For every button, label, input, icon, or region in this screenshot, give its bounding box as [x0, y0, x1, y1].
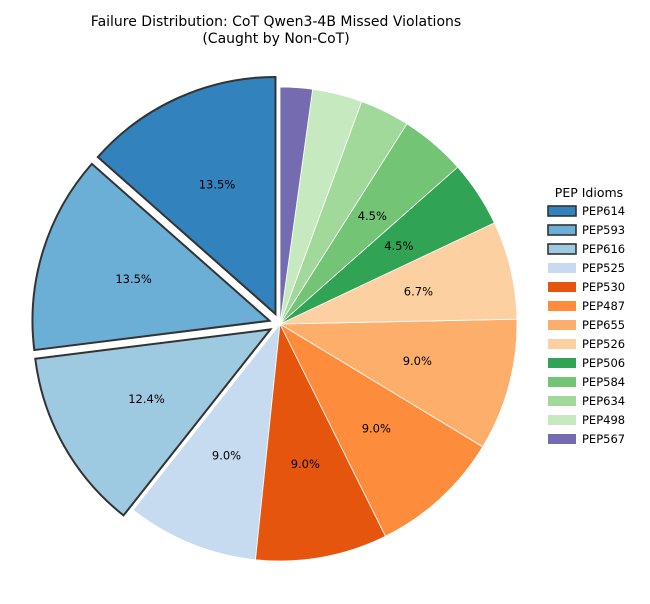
pie-slice-pep487: [279, 322, 484, 537]
legend: PEP Idioms PEP614 PEP593 PEP616 PEP525 PEP53…: [547, 185, 625, 446]
pie-slices: [31, 75, 518, 562]
legend-swatch-pep634: [548, 396, 576, 406]
pie-slice-pep530: [255, 322, 387, 562]
slice-percent-label: 9.0%: [291, 457, 320, 471]
slice-percent-label: 13.5%: [199, 177, 236, 191]
chart-title-line: (Caught by Non-CoT): [202, 31, 349, 47]
slice-percent-label: 12.4%: [128, 392, 165, 406]
legend-swatch-pep530: [548, 282, 576, 292]
slice-percent-label: 9.0%: [362, 422, 391, 436]
legend-label-pep506: PEP506: [582, 356, 625, 370]
legend-swatch-pep487: [548, 301, 576, 311]
legend-label-pep634: PEP634: [582, 394, 625, 408]
legend-label-pep567: PEP567: [582, 432, 625, 446]
legend-swatch-pep525: [548, 263, 576, 273]
chart-title-line: Failure Distribution: CoT Qwen3-4B Misse…: [91, 14, 461, 30]
legend-label-pep526: PEP526: [582, 337, 625, 351]
slice-percent-label: 9.0%: [212, 449, 241, 463]
legend-swatch-pep584: [548, 377, 576, 387]
legend-label-pep487: PEP487: [582, 299, 625, 313]
legend-swatch-pep567: [548, 434, 576, 444]
pie-slice-pep655: [278, 318, 518, 448]
pie-slice-pep593: [31, 162, 272, 352]
legend-swatch-pep655: [548, 320, 576, 330]
legend-label-pep616: PEP616: [582, 242, 625, 256]
slice-percent-label: 4.5%: [358, 209, 387, 223]
legend-swatch-pep506: [548, 358, 576, 368]
slice-percent-label: 6.7%: [404, 285, 433, 299]
legend-label-pep593: PEP593: [582, 223, 625, 237]
legend-items: PEP614 PEP593 PEP616 PEP525 PEP530 PEP487 PEP6…: [547, 204, 625, 446]
legend-label-pep584: PEP584: [582, 375, 625, 389]
legend-label-pep498: PEP498: [582, 413, 625, 427]
legend-label-pep525: PEP525: [582, 261, 625, 275]
pie-slice-pep616: [34, 328, 273, 517]
slice-percent-label: 9.0%: [403, 354, 432, 368]
legend-swatch-pep614: [547, 205, 577, 217]
chart-title: Failure Distribution: CoT Qwen3-4B Misse…: [91, 14, 461, 47]
legend-swatch-pep498: [548, 415, 576, 425]
legend-label-pep530: PEP530: [582, 280, 625, 294]
legend-swatch-pep616: [547, 243, 577, 255]
slice-percent-label: 13.5%: [115, 272, 152, 286]
legend-label-pep655: PEP655: [582, 318, 625, 332]
legend-title: PEP Idioms: [555, 185, 623, 200]
legend-swatch-pep526: [548, 339, 576, 349]
percent-labels: 13.5% 13.5% 12.4% 9.0% 9.0% 9.0% 9.0% 6.7% 4.5% 4…: [115, 177, 433, 471]
legend-label-pep614: PEP614: [582, 204, 625, 218]
pie-slice-pep525: [132, 322, 281, 561]
slice-percent-label: 4.5%: [384, 239, 413, 253]
pie-slice-pep567: [279, 86, 314, 325]
legend-swatch-pep593: [547, 224, 577, 236]
pie-slice-pep614: [96, 75, 277, 317]
